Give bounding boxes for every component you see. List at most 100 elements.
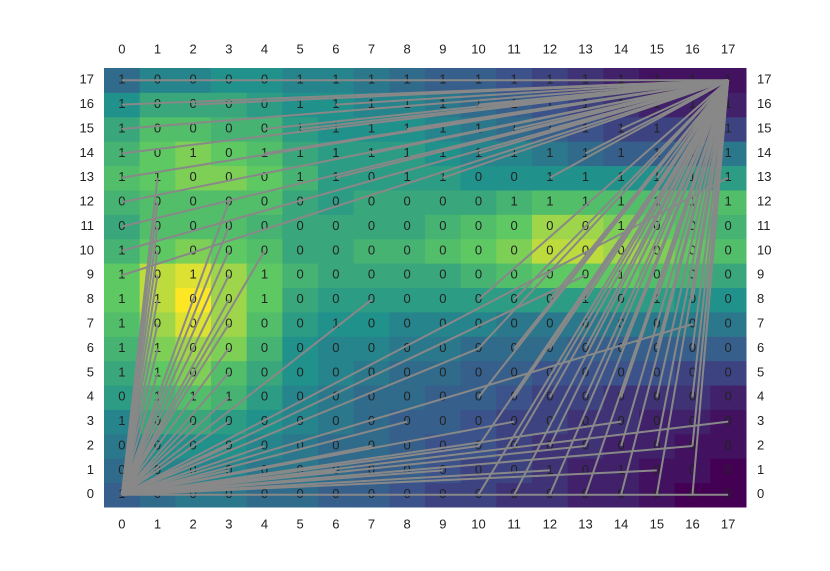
cell-label: 0 [190,316,197,331]
cell-label: 0 [118,462,125,477]
cell-label: 1 [618,72,625,87]
x-tick-label-bottom: 12 [543,516,557,531]
cell-label: 1 [404,169,411,184]
heat-cell [496,189,533,215]
cell-label: 0 [261,462,268,477]
x-tick-label-top: 12 [543,41,557,56]
heat-cell [282,189,319,215]
heat-cell [710,433,747,459]
x-tick-label-bottom: 11 [507,516,521,531]
cell-label: 0 [404,218,411,233]
cell-label: 1 [689,169,696,184]
cell-label: 1 [546,96,553,111]
cell-label: 0 [404,413,411,428]
cell-label: 0 [332,486,339,501]
y-tick-label-left: 17 [80,72,94,87]
cell-label: 0 [297,291,304,306]
heat-cell [603,360,640,386]
cell-label: 1 [511,194,518,209]
x-tick-label-bottom: 13 [578,516,592,531]
y-tick-label-left: 12 [80,194,94,209]
cell-label: 0 [618,364,625,379]
cell-label: 0 [225,145,232,160]
cell-label: 0 [439,267,446,282]
y-tick-label-left: 9 [87,267,94,282]
cell-label: 1 [582,169,589,184]
cell-label: 0 [439,194,446,209]
cell-label: 0 [689,267,696,282]
heat-cell [389,336,426,362]
y-tick-label-right: 2 [757,437,764,452]
cell-label: 1 [618,96,625,111]
link-line [335,79,729,179]
cell-label: 0 [368,267,375,282]
cell-label: 0 [154,316,161,331]
cell-label: 0 [439,316,446,331]
heat-cell [460,336,497,362]
link-line [513,79,730,447]
cell-label: 1 [725,145,732,160]
cell-label: 0 [546,316,553,331]
link-line [655,79,730,349]
link-line [655,80,730,447]
heat-cell [246,311,283,337]
cell-label: 1 [404,145,411,160]
cell-label: 0 [368,437,375,452]
cell-label: 1 [332,145,339,160]
link-line [121,323,693,496]
heat-cell [318,238,355,264]
cell-label: 1 [118,72,125,87]
heat-cell [674,409,711,435]
cell-label: 0 [404,242,411,257]
cell-label: 0 [261,194,268,209]
cell-label: 0 [439,291,446,306]
link-line [691,80,730,398]
link-line [371,79,729,155]
cell-label: 1 [118,340,125,355]
y-tick-label-left: 8 [87,291,94,306]
x-tick-label-top: 7 [368,41,375,56]
cell-label: 0 [261,169,268,184]
cell-label: 0 [653,462,660,477]
cell-label: 0 [154,145,161,160]
cell-label: 1 [261,145,268,160]
x-tick-label-bottom: 8 [404,516,411,531]
heat-cell [639,116,676,142]
heat-cell [353,311,390,337]
cell-label: 1 [475,96,482,111]
link-line [513,79,729,130]
x-tick-label-top: 1 [154,41,161,56]
cell-label: 0 [190,486,197,501]
cell-label: 0 [404,316,411,331]
cell-label: 1 [511,145,518,160]
cell-label: 0 [511,462,518,477]
cell-label: 1 [332,169,339,184]
x-tick-label-bottom: 9 [439,516,446,531]
cell-label: 0 [190,194,197,209]
cell-label: 0 [368,316,375,331]
cell-label: 0 [225,316,232,331]
cell-label: 0 [404,267,411,282]
heat-cell [139,141,176,167]
heat-cell [710,263,747,288]
cell-label: 0 [261,437,268,452]
y-tick-label-left: 0 [87,486,94,501]
cell-label: 1 [368,96,375,111]
y-tick-label-right: 12 [757,194,771,209]
heat-cell [139,116,176,142]
heat-cell [282,238,319,264]
cell-label: 0 [297,242,304,257]
x-tick-label-bottom: 6 [332,516,339,531]
link-line [477,79,729,350]
cell-label: 0 [546,218,553,233]
cell-label: 0 [404,194,411,209]
cell-label: 0 [653,413,660,428]
heat-cell [389,238,426,264]
cell-label: 1 [618,169,625,184]
cell-label: 0 [475,242,482,257]
cell-label: 0 [225,169,232,184]
cell-label: 0 [190,120,197,135]
cell-label: 0 [689,218,696,233]
cell-label: 0 [118,194,125,209]
cell-label: 0 [689,462,696,477]
